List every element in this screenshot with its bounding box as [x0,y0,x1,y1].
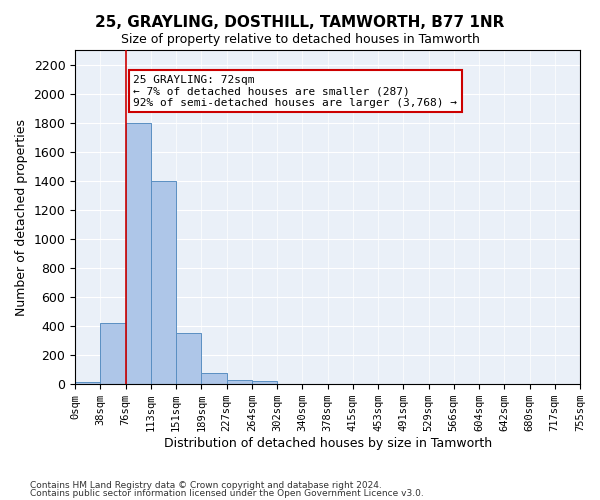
Text: 25, GRAYLING, DOSTHILL, TAMWORTH, B77 1NR: 25, GRAYLING, DOSTHILL, TAMWORTH, B77 1N… [95,15,505,30]
Text: 25 GRAYLING: 72sqm
← 7% of detached houses are smaller (287)
92% of semi-detache: 25 GRAYLING: 72sqm ← 7% of detached hous… [133,74,457,108]
Text: Contains HM Land Registry data © Crown copyright and database right 2024.: Contains HM Land Registry data © Crown c… [30,481,382,490]
Bar [252,382,277,384]
Bar [202,372,227,384]
Text: Size of property relative to detached houses in Tamworth: Size of property relative to detached ho… [121,32,479,46]
Bar [176,334,202,384]
Bar [125,122,151,384]
Text: Contains public sector information licensed under the Open Government Licence v3: Contains public sector information licen… [30,488,424,498]
Bar [100,323,125,384]
Bar [151,181,176,384]
Bar [75,382,100,384]
X-axis label: Distribution of detached houses by size in Tamworth: Distribution of detached houses by size … [164,437,491,450]
Bar [227,380,252,384]
Y-axis label: Number of detached properties: Number of detached properties [15,118,28,316]
